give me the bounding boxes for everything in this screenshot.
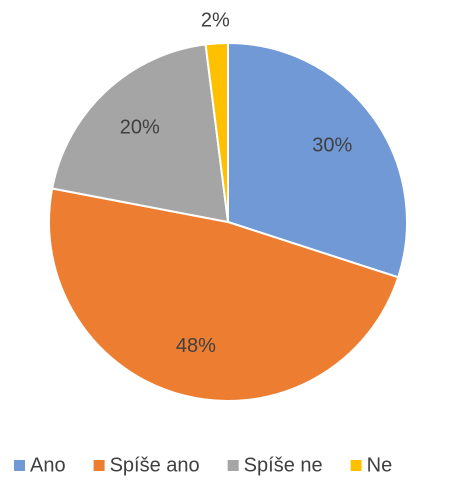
legend-marker bbox=[350, 460, 362, 471]
data-label: 20% bbox=[120, 116, 160, 138]
data-label: 2% bbox=[201, 10, 230, 32]
data-label: 48% bbox=[176, 335, 216, 357]
legend-marker bbox=[14, 460, 25, 471]
legend-label: Spíše ne bbox=[244, 454, 323, 476]
legend-marker bbox=[227, 460, 239, 471]
data-label: 30% bbox=[312, 135, 352, 157]
legend-marker bbox=[93, 460, 105, 471]
pie-slice bbox=[51, 43, 230, 224]
pie-slice bbox=[227, 41, 408, 279]
legend-label: Spíše ano bbox=[110, 454, 200, 476]
pie-slice bbox=[48, 187, 400, 402]
legend-label: Ano bbox=[30, 454, 66, 476]
pie-slice bbox=[204, 41, 229, 223]
legend-label: Ne bbox=[367, 454, 393, 476]
